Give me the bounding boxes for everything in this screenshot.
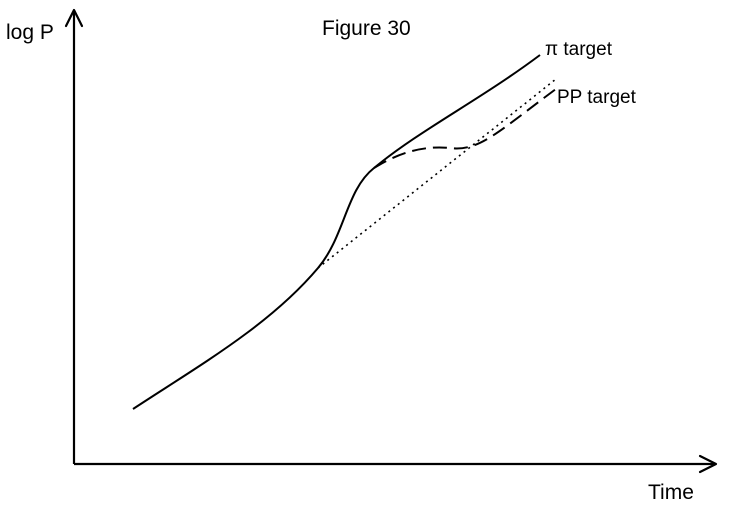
x-axis-arrowhead — [698, 454, 718, 474]
series-label-pp-target: PP target — [557, 87, 637, 108]
y-axis-arrowhead — [64, 8, 84, 28]
series-pp-target-curve — [373, 85, 561, 169]
x-axis-label: Time — [648, 481, 694, 504]
chart-title: Figure 30 — [322, 17, 411, 40]
series-pi-target-curve — [132, 54, 541, 410]
series-dotted-line — [317, 78, 557, 269]
y-axis-label: log P — [6, 21, 54, 44]
series-label-pi-target: π target — [545, 39, 613, 60]
